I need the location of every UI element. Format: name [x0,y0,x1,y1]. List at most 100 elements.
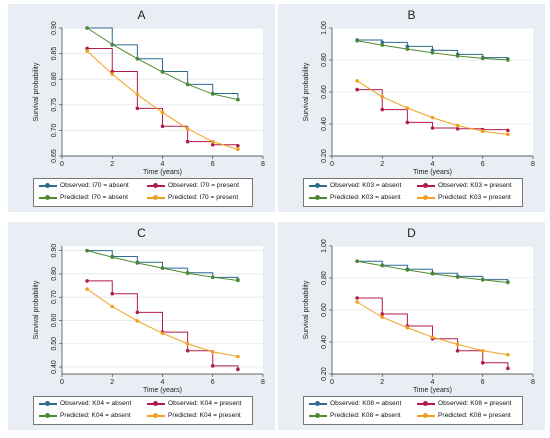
legend-label: Observed: K04 = absent [60,400,132,407]
chart-panel-c: C 0.40 0.50 0.60 0.70 0.80 0.90 0 2 4 6 8 Time (year… [8,222,275,430]
x-tick-label: 4 [431,379,435,386]
data-point [480,129,485,133]
x-tick-label: 6 [211,379,215,386]
data-point [185,271,190,276]
data-point [185,341,190,346]
data-point [380,43,385,47]
data-point [380,312,385,316]
legend-label: Predicted: K04 = absent [60,412,131,419]
data-point [405,106,410,110]
data-point [506,353,510,357]
data-point [355,259,359,263]
data-point [85,49,89,53]
legend-item: Predicted: K04 = present [147,412,241,419]
legend: Observed: K04 = absent Observed: K04 = pr… [33,396,253,425]
data-point [506,280,510,285]
data-point [480,278,485,282]
chart-svg: 0.20 0.40 0.60 0.80 1.00 0 2 4 6 8 Time (years) Sur… [303,239,535,394]
data-point [85,279,89,283]
legend-label: Predicted: I70 = present [168,194,239,201]
data-point [210,364,215,368]
y-tick-label: 0.20 [321,149,328,163]
x-tick-label: 8 [531,379,535,386]
data-point [480,361,485,365]
data-point [380,315,385,319]
y-axis-title: Survival probability [33,62,40,121]
x-tick-label: 2 [380,161,384,168]
legend-item: Predicted: K03 = present [417,194,511,201]
data-point [355,87,359,92]
legend-item: Observed: K04 = present [147,400,242,407]
x-tick-label: 0 [60,379,64,386]
data-point [135,92,140,97]
data-point [455,123,460,128]
legend-item: Predicted: K08 = present [417,412,511,419]
legend-label: Predicted: K03 = absent [330,194,401,201]
legend: Observed: K08 = absent Observed: K08 = pr… [303,396,523,425]
legend: Observed: K03 = absent Observed: K03 = pr… [303,178,523,207]
data-point [110,304,115,309]
data-point [160,124,165,129]
x-tick-label: 6 [211,161,215,168]
data-point [185,127,190,131]
y-axis-title: Survival probability [303,62,310,121]
chart-svg: 0.65 0.70 0.75 0.80 0.85 0.90 0 2 4 6 8 Time (years… [33,21,265,176]
y-tick-label: 0.70 [51,123,58,137]
data-point [160,70,165,74]
data-point [110,291,115,296]
x-tick-label: 8 [261,379,265,386]
x-tick-label: 4 [161,161,165,168]
x-axis-title: Time (years) [143,387,182,394]
data-point [455,275,460,279]
legend-label: Predicted: K08 = present [438,412,511,419]
data-point [506,132,510,137]
data-point [236,354,240,359]
x-axis-title: Time (years) [143,169,182,176]
data-point [355,296,359,300]
legend-label: Observed: K08 = present [438,400,512,407]
legend-label: Observed: K03 = present [438,182,512,189]
legend-item: Predicted: K08 = absent [309,412,401,419]
legend-item: Observed: K08 = present [417,400,512,407]
x-tick-label: 6 [481,161,485,168]
data-point [185,82,190,87]
data-point [455,127,460,131]
legend-item: Observed: K04 = absent [39,400,131,407]
legend-swatch [147,400,165,406]
x-tick-label: 4 [431,161,435,168]
legend-label: Predicted: K03 = present [438,194,511,201]
legend-swatch [417,412,435,418]
chart-title: D [407,226,416,240]
y-tick-label: 0.60 [321,85,328,99]
x-tick-label: 0 [330,161,334,168]
data-point [236,97,240,102]
y-tick-label: 1.00 [321,21,328,35]
x-tick-label: 2 [380,379,384,386]
x-tick-label: 2 [110,161,114,168]
y-tick-label: 0.60 [51,314,58,328]
data-point [506,128,510,133]
data-point [210,350,215,354]
legend-item: Predicted: I70 = present [147,194,238,201]
data-point [380,40,385,45]
legend-item: Observed: I70 = present [147,182,239,189]
chart-panel-b: B 0.20 0.40 0.60 0.80 1.00 0 2 4 6 8 Time (years) Su… [278,4,545,212]
legend-swatch [147,194,165,200]
data-point [85,26,89,30]
data-point [236,147,240,152]
data-point [135,261,140,265]
y-tick-label: 0.40 [51,360,58,374]
x-axis-title: Time (years) [413,387,452,394]
chart-title: B [407,8,416,22]
legend-item: Predicted: K04 = absent [39,412,131,419]
data-point [185,139,190,144]
data-point [210,92,215,96]
legend-swatch [417,400,435,406]
data-point [480,56,485,61]
data-point [160,266,165,270]
legend-label: Predicted: K04 = present [168,412,241,419]
y-tick-label: 0.85 [51,47,58,61]
legend-swatch [309,182,327,188]
data-point [430,272,435,276]
data-point [185,348,190,353]
